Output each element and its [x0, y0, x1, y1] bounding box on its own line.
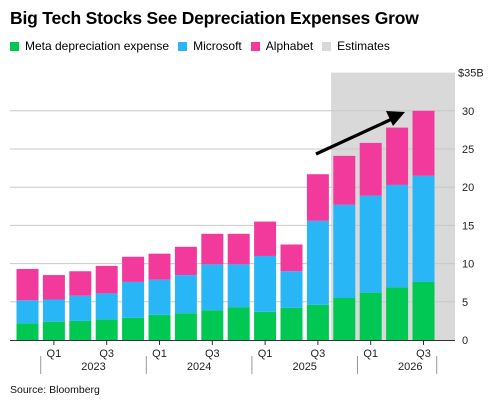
legend-item-alphabet: Alphabet — [250, 39, 314, 53]
bar-segment-microsoft — [174, 275, 197, 314]
bar-segment-microsoft — [69, 295, 92, 321]
x-tick-label: Q1 — [258, 348, 273, 360]
legend-swatch-microsoft — [178, 41, 188, 51]
bar-segment-meta — [95, 319, 118, 340]
legend-swatch-alphabet — [250, 41, 260, 51]
x-tick-label: Q3 — [416, 348, 431, 360]
bar-segment-meta — [280, 307, 303, 340]
x-year-label: 2023 — [81, 361, 105, 373]
bar-segment-alphabet — [148, 253, 171, 280]
chart-title: Big Tech Stocks See Depreciation Expense… — [10, 8, 419, 28]
legend-label-microsoft: Microsoft — [193, 39, 242, 53]
legend-label-meta: Meta depreciation expense — [25, 39, 170, 53]
bar-segment-meta — [306, 304, 329, 340]
y-tick-label: 10 — [462, 259, 474, 271]
bar-segment-microsoft — [280, 271, 303, 308]
legend-label-estimates: Estimates — [337, 39, 390, 53]
x-year-label: 2026 — [398, 361, 422, 373]
bar-segment-microsoft — [333, 204, 356, 298]
bar-segment-microsoft — [122, 281, 145, 318]
bar-segment-microsoft — [42, 299, 65, 322]
bar-segment-alphabet — [359, 142, 382, 196]
chart-legend: Meta depreciation expense Microsoft Alph… — [10, 39, 399, 53]
bar-segment-alphabet — [333, 155, 356, 205]
bar-segment-alphabet — [254, 221, 277, 256]
bar-segment-alphabet — [201, 233, 224, 265]
bar-segment-microsoft — [359, 195, 382, 293]
bar-segment-microsoft — [254, 255, 277, 312]
bar-segment-meta — [201, 310, 224, 340]
y-tick-label: 0 — [462, 335, 468, 347]
bar-segment-meta — [69, 320, 92, 340]
y-tick-label: 25 — [462, 144, 474, 156]
bar-segment-microsoft — [306, 220, 329, 305]
bar-segment-meta — [333, 297, 356, 340]
bar-segment-alphabet — [306, 174, 329, 221]
legend-item-meta: Meta depreciation expense — [10, 39, 169, 53]
bar-segment-alphabet — [95, 265, 118, 294]
bar-segment-meta — [148, 314, 171, 340]
legend-label-alphabet: Alphabet — [265, 39, 314, 53]
source-note: Source: Bloomberg — [10, 384, 100, 396]
y-tick-label: 30 — [462, 106, 474, 118]
bar-segment-microsoft — [227, 264, 250, 308]
bar-segment-alphabet — [174, 246, 197, 276]
legend-item-estimates: Estimates — [322, 39, 390, 53]
bar-segment-meta — [16, 323, 39, 340]
x-tick-label: Q1 — [152, 348, 167, 360]
legend-item-microsoft: Microsoft — [178, 39, 242, 53]
y-tick-label: 15 — [462, 220, 474, 232]
bars — [16, 110, 435, 340]
legend-swatch-estimates — [322, 41, 332, 51]
trend-arrow-head — [386, 111, 405, 126]
trend-arrow-shaft — [315, 117, 393, 156]
bar-segment-meta — [42, 321, 65, 340]
bar-segment-meta — [412, 281, 435, 340]
y-tick-label: 5 — [462, 297, 468, 309]
bar-segment-meta — [359, 292, 382, 340]
x-tick-label: Q3 — [205, 348, 220, 360]
bar-segment-alphabet — [42, 275, 65, 300]
y-tick-label: 20 — [462, 182, 474, 194]
bar-segment-microsoft — [95, 293, 118, 320]
x-tick-label: Q1 — [47, 348, 62, 360]
bar-segment-meta — [227, 307, 250, 340]
bar-segment-alphabet — [122, 256, 145, 282]
bar-segment-microsoft — [16, 300, 39, 324]
x-year-label: 2025 — [292, 361, 316, 373]
bar-segment-meta — [174, 313, 197, 340]
y-unit-label: $35B — [458, 68, 484, 80]
bar-segment-microsoft — [412, 175, 435, 282]
x-tick-label: Q3 — [311, 348, 326, 360]
x-tick-label: Q1 — [363, 348, 378, 360]
legend-swatch-meta — [10, 41, 19, 51]
bar-segment-microsoft — [201, 264, 224, 311]
bar-segment-alphabet — [386, 127, 409, 185]
bar-segment-alphabet — [69, 271, 92, 296]
bar-segment-alphabet — [412, 110, 435, 176]
x-tick-label: Q3 — [99, 348, 114, 360]
bar-segment-alphabet — [16, 268, 39, 301]
trend-arrow — [315, 111, 405, 156]
x-year-label: 2024 — [187, 361, 211, 373]
bar-segment-microsoft — [386, 184, 409, 288]
bar-segment-meta — [122, 317, 145, 340]
bar-segment-meta — [254, 311, 277, 340]
bar-segment-meta — [386, 287, 409, 340]
bar-segment-alphabet — [227, 233, 250, 265]
bar-segment-alphabet — [280, 244, 303, 272]
bar-segment-microsoft — [148, 279, 171, 315]
